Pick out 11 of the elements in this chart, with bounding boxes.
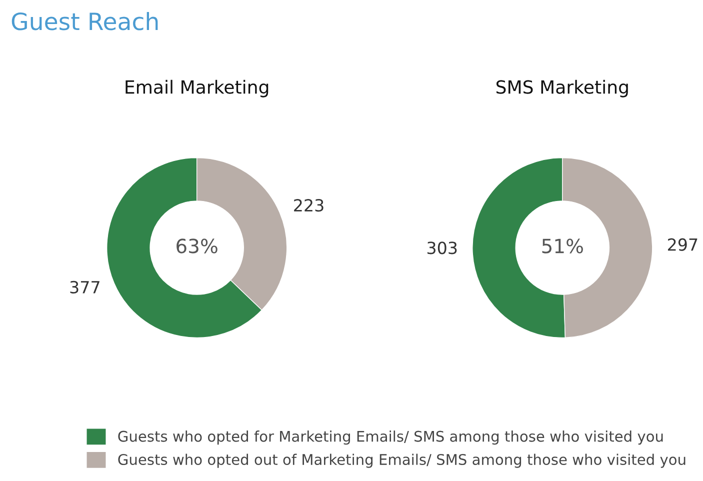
data-label: 223 [294,198,324,212]
chart-title: Email Marketing [126,80,268,98]
legend-label: Guests who opted out of Marketing Emails/ SMS among those who visited you [118,454,686,468]
legend-label: Guests who opted for Marketing Emails/ SMS among those who visited you [118,430,663,445]
data-label: 297 [668,238,698,251]
data-label: 303 [427,242,457,254]
data-label: 377 [70,280,100,294]
text: Guest Reach [12,12,158,30]
chart-title: SMS Marketing [496,80,628,98]
text: 51% [542,238,583,254]
text: 63% [176,238,218,254]
